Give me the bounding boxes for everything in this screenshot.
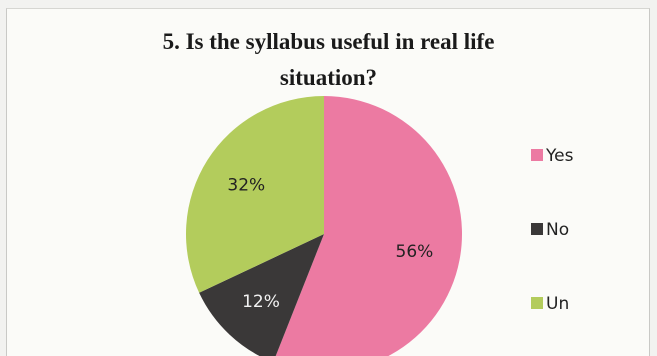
legend-swatch-yes xyxy=(531,149,543,161)
slice-label-yes: 56% xyxy=(396,242,434,262)
legend: Yes No Un xyxy=(531,146,574,314)
legend-swatch-no xyxy=(531,223,543,235)
legend-label-no: No xyxy=(546,220,569,240)
pie-slice-no xyxy=(199,234,324,356)
legend-label-yes: Yes xyxy=(545,146,574,166)
pie-slice-yes xyxy=(275,96,462,356)
chart-title-line-2: situation? xyxy=(279,65,378,90)
slice-label-no: 12% xyxy=(242,292,280,312)
slice-label-un: 32% xyxy=(227,176,265,196)
legend-label-un: Un xyxy=(546,294,569,314)
pie-slice-labels: 56% 12% 32% xyxy=(227,176,433,312)
pie-slice-un xyxy=(185,96,324,293)
chart-title: 5. Is the syllabus useful in real life s… xyxy=(0,24,657,96)
pie-slices xyxy=(185,96,462,356)
chart-title-line-1: 5. Is the syllabus useful in real life xyxy=(162,29,495,54)
legend-swatch-un xyxy=(531,297,543,309)
